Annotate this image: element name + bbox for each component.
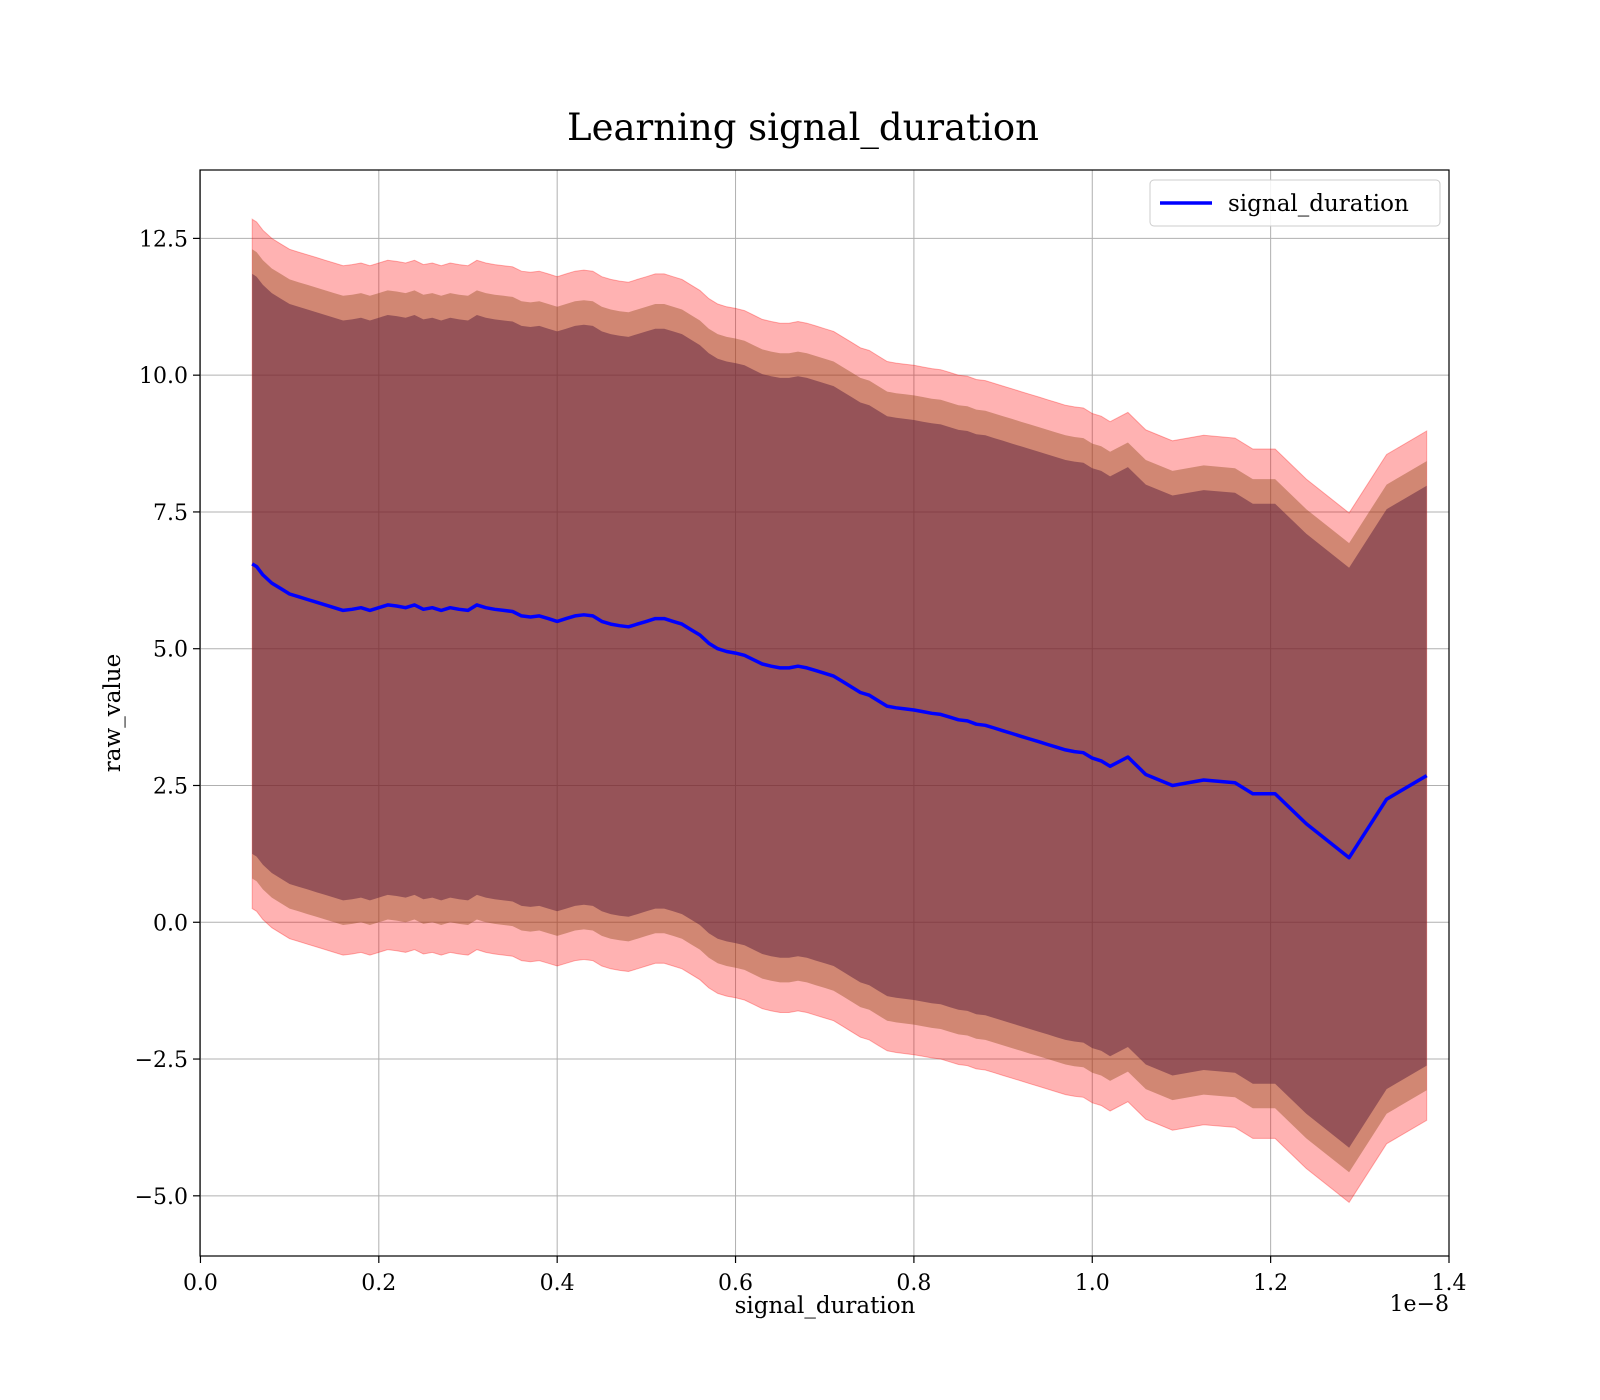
x-axis-offset-label: 1e−8 (1390, 1292, 1449, 1317)
y-tick-label: 5.0 (153, 638, 188, 663)
x-axis-ticks: 0.0 0.2 0.4 0.6 0.8 1.0 1.2 1.4 (183, 1256, 1467, 1296)
y-axis-ticks: −5.0 −2.5 0.0 2.5 5.0 7.5 10.0 12.5 (135, 227, 200, 1210)
y-tick-label: 12.5 (139, 227, 188, 252)
x-axis-label: signal_duration (735, 1293, 916, 1319)
x-tick-label: 1.0 (1075, 1271, 1110, 1296)
x-tick-label: 1.2 (1253, 1271, 1288, 1296)
y-tick-label: 10.0 (139, 364, 188, 389)
plot-frame (199, 169, 1450, 1257)
legend-box (1149, 179, 1441, 227)
band-inner (252, 273, 1427, 1148)
plot-area (199, 169, 1450, 1257)
y-tick-label: 2.5 (153, 774, 188, 799)
y-tick-label: 7.5 (153, 501, 188, 526)
confidence-bands (251, 218, 1428, 1204)
x-tick-label: 0.0 (183, 1271, 218, 1296)
legend-entry-label: signal_duration (1228, 191, 1409, 217)
y-tick-label: −5.0 (135, 1185, 188, 1210)
series-line-signal-duration (251, 562, 1428, 860)
x-tick-label: 0.4 (540, 1271, 575, 1296)
y-tick-label: 0.0 (153, 911, 188, 936)
x-tick-label: 1.4 (1432, 1271, 1467, 1296)
x-tick-label: 0.6 (718, 1271, 753, 1296)
series-lines (251, 562, 1428, 860)
y-axis-label: raw_value (100, 654, 126, 772)
y-tick-label: −2.5 (135, 1048, 188, 1073)
chart-title: Learning signal_duration (567, 106, 1039, 150)
x-tick-label: 0.8 (896, 1271, 931, 1296)
legend: signal_duration (1149, 179, 1441, 227)
x-tick-label: 0.2 (361, 1271, 396, 1296)
